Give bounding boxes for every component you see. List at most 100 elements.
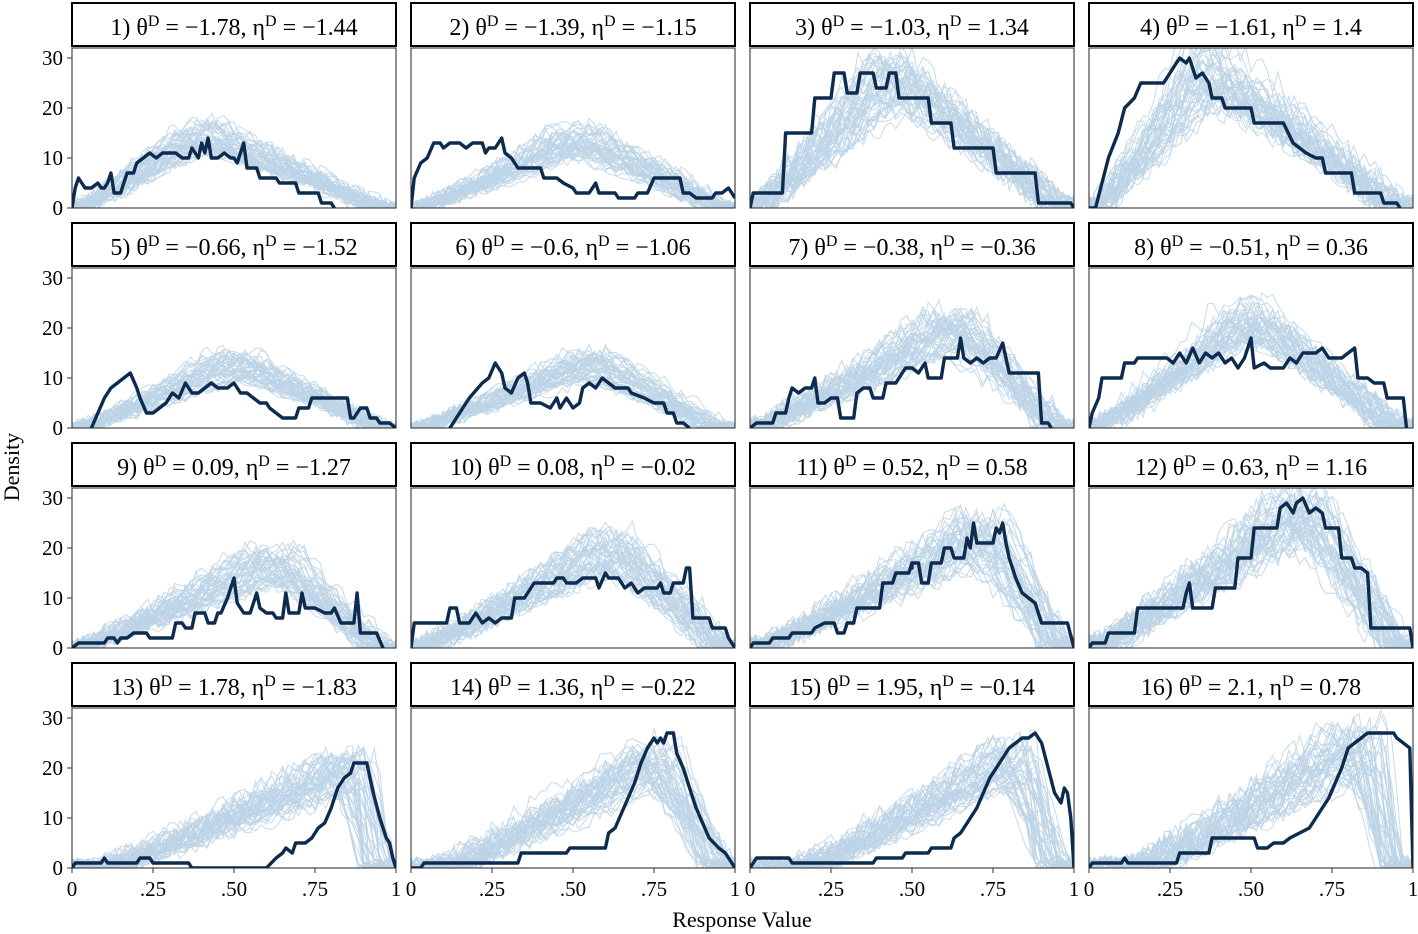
simulated-line: [72, 369, 396, 428]
y-axis-title: Density: [0, 433, 24, 501]
simulated-line: [411, 368, 735, 428]
y-tick-label: 10: [42, 806, 63, 830]
panel-12: 12) θD = 0.63, ηD = 1.16: [1088, 442, 1414, 649]
panel-7-frame: [749, 267, 1075, 429]
panel-11-title: 11) θD = 0.52, ηD = 0.58: [796, 453, 1027, 481]
simulated-line: [411, 776, 735, 868]
panel-12-frame: [1088, 487, 1414, 649]
simulated-line: [411, 120, 735, 208]
panel-7-title: 7) θD = −0.38, ηD = −0.36: [788, 233, 1035, 261]
simulated-line: [750, 58, 1074, 208]
simulated-line: [72, 755, 396, 868]
simulated-line: [72, 568, 396, 648]
y-tick-label: 20: [42, 536, 63, 560]
panel-6-frame: [410, 267, 736, 429]
x-tick-label: .50: [560, 877, 586, 901]
panel-1: 1) θD = −1.78, ηD = −1.44 0 10 20 30: [42, 2, 397, 220]
simulated-line: [72, 142, 396, 208]
x-tick-label: .75: [302, 877, 328, 901]
panel-5-simulated: [72, 344, 396, 428]
y-tick-label: 20: [42, 96, 63, 120]
simulated-line: [411, 354, 735, 428]
simulated-line: [1089, 325, 1413, 428]
panel-3: 3) θD = −1.03, ηD = 1.34: [749, 2, 1075, 209]
panel-12-simulated: [1089, 488, 1413, 648]
panel-1-simulated: [72, 112, 396, 208]
simulated-line: [750, 777, 1074, 868]
simulated-line: [72, 745, 396, 868]
panel-10-frame: [410, 487, 736, 649]
panel-12-observed-line: [1089, 496, 1413, 648]
simulated-line: [750, 308, 1074, 428]
simulated-line: [750, 516, 1074, 648]
simulated-line: [72, 352, 396, 428]
panel-6-observed-line: [448, 361, 691, 428]
panel-15-strip: [749, 662, 1075, 707]
simulated-line: [72, 367, 396, 428]
simulated-line: [750, 308, 1074, 428]
simulated-line: [411, 525, 735, 648]
panel-12-title: 12) θD = 0.63, ηD = 1.16: [1135, 453, 1367, 481]
simulated-line: [72, 772, 396, 868]
panel-16-title: 16) θD = 2.1, ηD = 0.78: [1141, 673, 1361, 701]
y-tick-label: 0: [53, 856, 64, 880]
panel-5: 5) θD = −0.66, ηD = −1.52 0 10 20 30: [42, 222, 397, 440]
simulated-line: [72, 747, 396, 868]
panel-8-title: 8) θD = −0.51, ηD = 0.36: [1134, 233, 1368, 261]
simulated-line: [1089, 761, 1413, 868]
simulated-line: [411, 542, 735, 648]
simulated-line: [1089, 727, 1413, 868]
simulated-line: [72, 576, 396, 648]
panel-16-observed-line: [1089, 731, 1413, 868]
panel-10-simulated: [411, 520, 735, 648]
x-tick-label: .25: [479, 877, 505, 901]
panel-13-observed-line: [72, 761, 396, 868]
simulated-line: [750, 749, 1074, 868]
panel-8-observed-line: [1089, 336, 1409, 428]
panel-2-title: 2) θD = −1.39, ηD = −1.15: [449, 13, 696, 41]
simulated-line: [1089, 310, 1413, 428]
simulated-line: [750, 755, 1074, 868]
simulated-line: [1089, 79, 1413, 208]
simulated-line: [1089, 744, 1413, 868]
simulated-line: [411, 536, 735, 648]
panel-13: 13) θD = 1.78, ηD = −1.83 0 10 20 30 0 .25 .50.…: [42, 662, 402, 901]
x-tick-label: 1: [391, 877, 402, 901]
panel-4-title: 4) θD = −1.61, ηD = 1.4: [1140, 13, 1362, 41]
panel-8-frame: [1088, 267, 1414, 429]
y-tick-label: 30: [42, 706, 63, 730]
x-tick-label: .75: [1319, 877, 1345, 901]
simulated-line: [750, 538, 1074, 648]
simulated-line: [72, 549, 396, 648]
simulated-line: [411, 540, 735, 648]
simulated-line: [750, 734, 1074, 868]
y-tick-label: 0: [53, 416, 64, 440]
simulated-line: [411, 144, 735, 208]
panel-10-strip: [410, 442, 736, 487]
panel-2-observed-line: [411, 136, 735, 208]
simulated-line: [750, 505, 1074, 648]
panel-2-frame: [410, 47, 736, 209]
panel-6-strip: [410, 222, 736, 267]
panel-10: 10) θD = 0.08, ηD = −0.02: [410, 442, 736, 649]
simulated-line: [72, 556, 396, 648]
y-tick-label: 10: [42, 146, 63, 170]
panel-15-observed-line: [750, 731, 1074, 868]
panel-14-observed-line: [411, 731, 735, 868]
simulated-line: [750, 752, 1074, 868]
simulated-line: [411, 772, 735, 868]
panel-10-observed-line: [411, 566, 735, 648]
x-tick-label: 0: [1084, 877, 1095, 901]
panel-4-simulated: [1089, 48, 1413, 208]
x-tick-label: .50: [1238, 877, 1264, 901]
x-tick-label: 1: [1408, 877, 1418, 901]
y-tick-label: 30: [42, 266, 63, 290]
simulated-line: [1089, 294, 1413, 428]
panel-7-observed-line: [750, 336, 1053, 428]
x-tick-label: 0: [745, 877, 756, 901]
panel-3-strip: [749, 2, 1075, 47]
panel-14-strip: [410, 662, 736, 707]
y-tick-label: 10: [42, 366, 63, 390]
panel-3-observed-line: [750, 71, 1074, 208]
